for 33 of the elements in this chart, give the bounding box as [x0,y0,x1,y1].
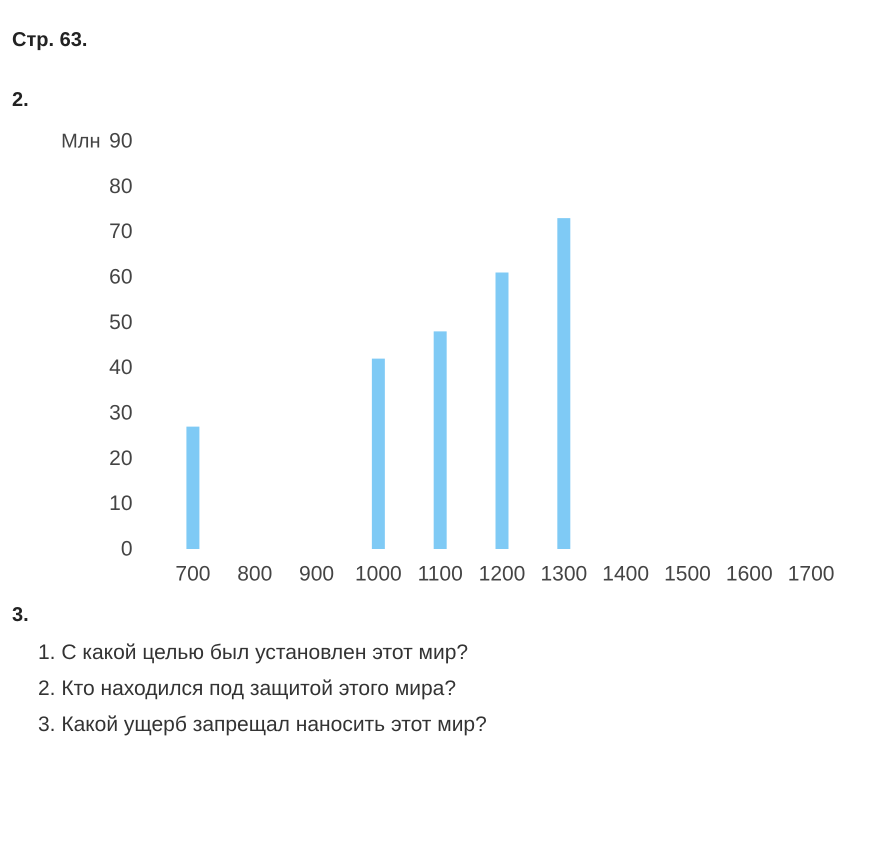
bar [372,358,385,549]
x-tick-label: 800 [237,562,272,586]
text: 1. С какой целью был установлен этот мир? [38,641,470,665]
y-tick-label: 10 [109,492,132,516]
text: 3. [12,604,30,627]
y-tick-label: 70 [109,220,132,244]
bar [557,218,570,549]
y-tick-label: 30 [109,402,132,424]
x-tick-label: 1000 [355,562,402,586]
y-axis-title: Млн [61,130,100,152]
y-tick-label: 20 [109,446,132,470]
bar [434,331,447,549]
chart-subtitle: 2. [12,89,29,111]
bar [186,426,200,549]
x-tick-label: 1600 [726,562,773,586]
y-tick-label: 60 [109,266,132,288]
y-tick-label: 40 [109,356,132,380]
x-tick-label: 1100 [418,562,463,586]
x-tick-label: 700 [175,562,210,586]
bar [496,272,508,549]
x-tick-label: 1300 [540,562,588,586]
y-tick-label: 0 [120,538,132,560]
y-tick-label: 90 [109,130,132,152]
text: 3. Какой ущерб запрещал наносить этот мир? [38,713,488,737]
text: 2. Кто находился под защитой этого мира? [38,677,458,701]
chart-title: Стр. 63. [12,29,88,51]
x-tick-label: 900 [299,562,334,586]
y-tick-label: 80 [109,174,132,198]
y-tick-label: 50 [109,310,132,334]
x-tick-label: 1400 [602,562,649,586]
x-tick-label: 1500 [664,562,711,586]
x-tick-label: 1700 [788,562,834,586]
x-tick-label: 1200 [478,562,526,586]
